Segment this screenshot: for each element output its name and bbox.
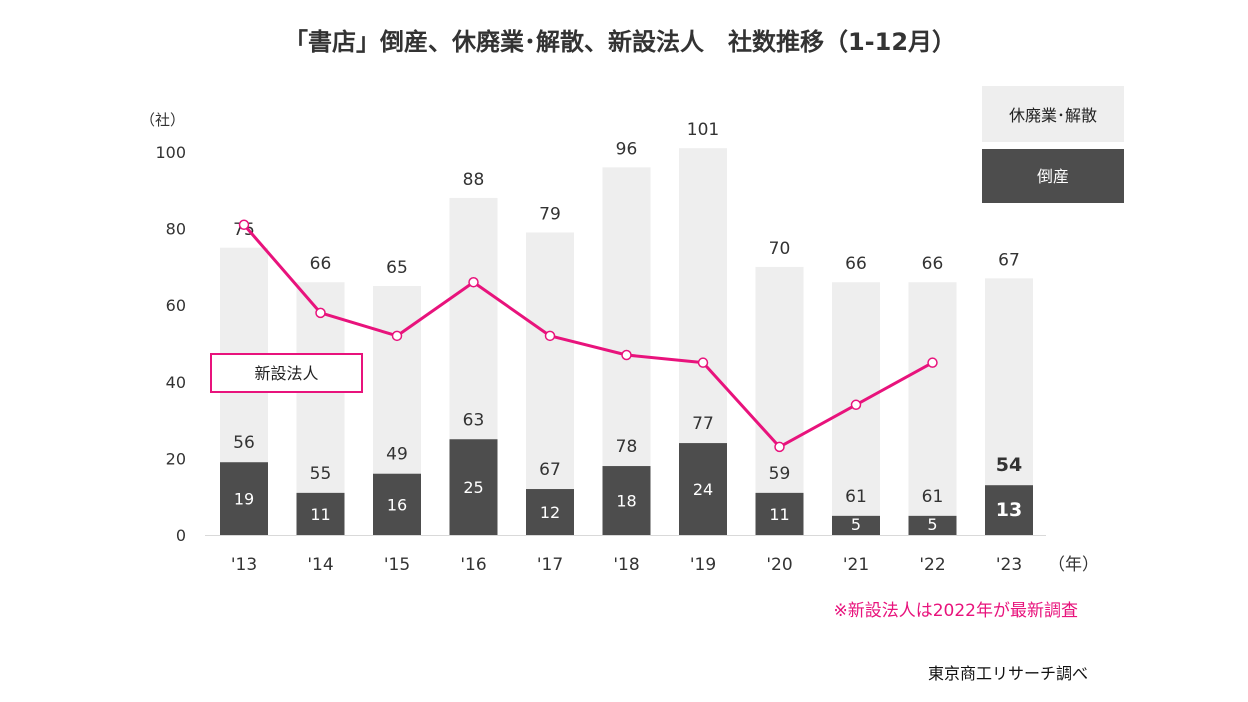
line-point [238, 219, 250, 231]
data-label-bankruptcy: 13 [996, 499, 1022, 521]
bar-bankruptcy [296, 492, 345, 535]
line-point [315, 307, 326, 319]
x-tick-label: '18 [613, 555, 639, 575]
line-series: 新設法人 [210, 219, 938, 453]
legend-closure-swatch [982, 86, 1124, 142]
data-label-new-companies: 59 [769, 464, 791, 484]
x-tick-label: '13 [231, 555, 257, 575]
data-label-closure: 88 [463, 170, 485, 190]
x-tick-label: '16 [460, 555, 486, 575]
line-point [621, 349, 632, 361]
bar-bankruptcy [526, 489, 574, 535]
line-point [927, 357, 938, 368]
data-label-closure: 70 [769, 239, 791, 259]
legend-closure-label: 休廃業･解散 [1009, 106, 1097, 125]
line-point [544, 330, 556, 342]
legend-bankruptcy-swatch [982, 149, 1124, 203]
legend-bankruptcy-label: 倒産 [1037, 167, 1069, 186]
data-label-bankruptcy: 18 [616, 492, 636, 511]
data-label-bankruptcy: 25 [463, 478, 483, 497]
bar-bankruptcy [679, 443, 727, 535]
data-label-bankruptcy: 5 [927, 515, 937, 534]
data-label-new-companies: 78 [616, 437, 638, 457]
y-tick-label: 80 [166, 220, 186, 239]
bar-bankruptcy [602, 466, 651, 535]
data-label-bankruptcy: 12 [540, 503, 560, 522]
data-label-new-companies: 55 [310, 464, 332, 484]
x-tick-label: '22 [919, 555, 945, 575]
data-label-new-companies: 56 [233, 433, 255, 453]
y-tick-label: 60 [166, 296, 186, 315]
bar-bankruptcy [832, 515, 880, 535]
data-label-closure: 66 [845, 254, 867, 274]
line-point [391, 330, 403, 342]
x-tick-label: '17 [537, 555, 563, 575]
bar-closure [908, 282, 957, 535]
bars: 7556196655116549168863257967129678181017… [205, 120, 1046, 536]
x-axis: '13 '14 '15 '16 '17 '18 '19 '20 '21 '22 '23 [231, 555, 1022, 575]
x-tick-label: '20 [766, 555, 792, 575]
data-label-new-companies: 61 [922, 487, 944, 507]
y-axis: 0 20 40 60 80 100 [155, 143, 186, 545]
x-tick-label: '23 [996, 555, 1022, 575]
line-new-companies [242, 223, 934, 449]
line-point [468, 276, 479, 288]
chart-title: 「書店」倒産、休廃業･解散、新設法人 社数推移（1-12月） [284, 28, 956, 56]
bar-bankruptcy [373, 473, 421, 535]
y-tick-label: 0 [176, 526, 186, 545]
data-label-new-companies: 54 [996, 454, 1022, 476]
data-label-closure: 66 [310, 254, 332, 274]
bar-closure [755, 266, 804, 535]
source-note: 東京商工リサーチ調べ [927, 664, 1088, 683]
x-tick-label: '19 [690, 555, 716, 575]
data-label-closure: 67 [998, 250, 1020, 270]
bar-bankruptcy [755, 492, 804, 535]
data-label-bankruptcy: 11 [310, 505, 330, 524]
data-label-bankruptcy: 19 [234, 490, 254, 509]
legend-new-companies-box [210, 353, 363, 393]
legend-new-companies-label: 新設法人 [254, 364, 318, 383]
line-point [850, 399, 862, 411]
bar-bankruptcy [449, 439, 498, 535]
data-label-closure: 66 [922, 254, 944, 274]
data-label-bankruptcy: 5 [851, 515, 861, 534]
y-tick-label: 40 [166, 373, 186, 392]
bar-closure [526, 232, 574, 535]
y-axis-label: （社） [140, 111, 185, 129]
x-axis-label: （年） [1048, 555, 1099, 575]
bar-bankruptcy [908, 515, 957, 535]
x-tick-label: '15 [384, 555, 410, 575]
y-tick-label: 100 [155, 143, 186, 162]
data-label-closure: 79 [539, 204, 561, 224]
data-label-bankruptcy: 11 [769, 505, 789, 524]
data-label-closure: 96 [616, 139, 638, 159]
bar-bankruptcy [985, 485, 1033, 535]
x-tick-label: '14 [307, 555, 333, 575]
line-point [697, 357, 709, 368]
data-label-new-companies: 77 [692, 414, 714, 434]
y-tick-label: 20 [166, 449, 186, 468]
data-label-bankruptcy: 24 [693, 480, 713, 499]
footnote: ※新設法人は2022年が最新調査 [833, 601, 1078, 621]
data-label-new-companies: 63 [463, 410, 485, 430]
data-label-bankruptcy: 16 [387, 495, 407, 514]
data-label-closure: 65 [386, 258, 408, 278]
bar-bankruptcy [220, 462, 268, 535]
data-label-closure: 101 [687, 120, 719, 140]
data-label-new-companies: 67 [539, 460, 561, 480]
data-label-new-companies: 61 [845, 487, 867, 507]
line-point [774, 441, 785, 453]
data-label-new-companies: 49 [386, 445, 408, 465]
x-tick-label: '21 [843, 555, 869, 575]
